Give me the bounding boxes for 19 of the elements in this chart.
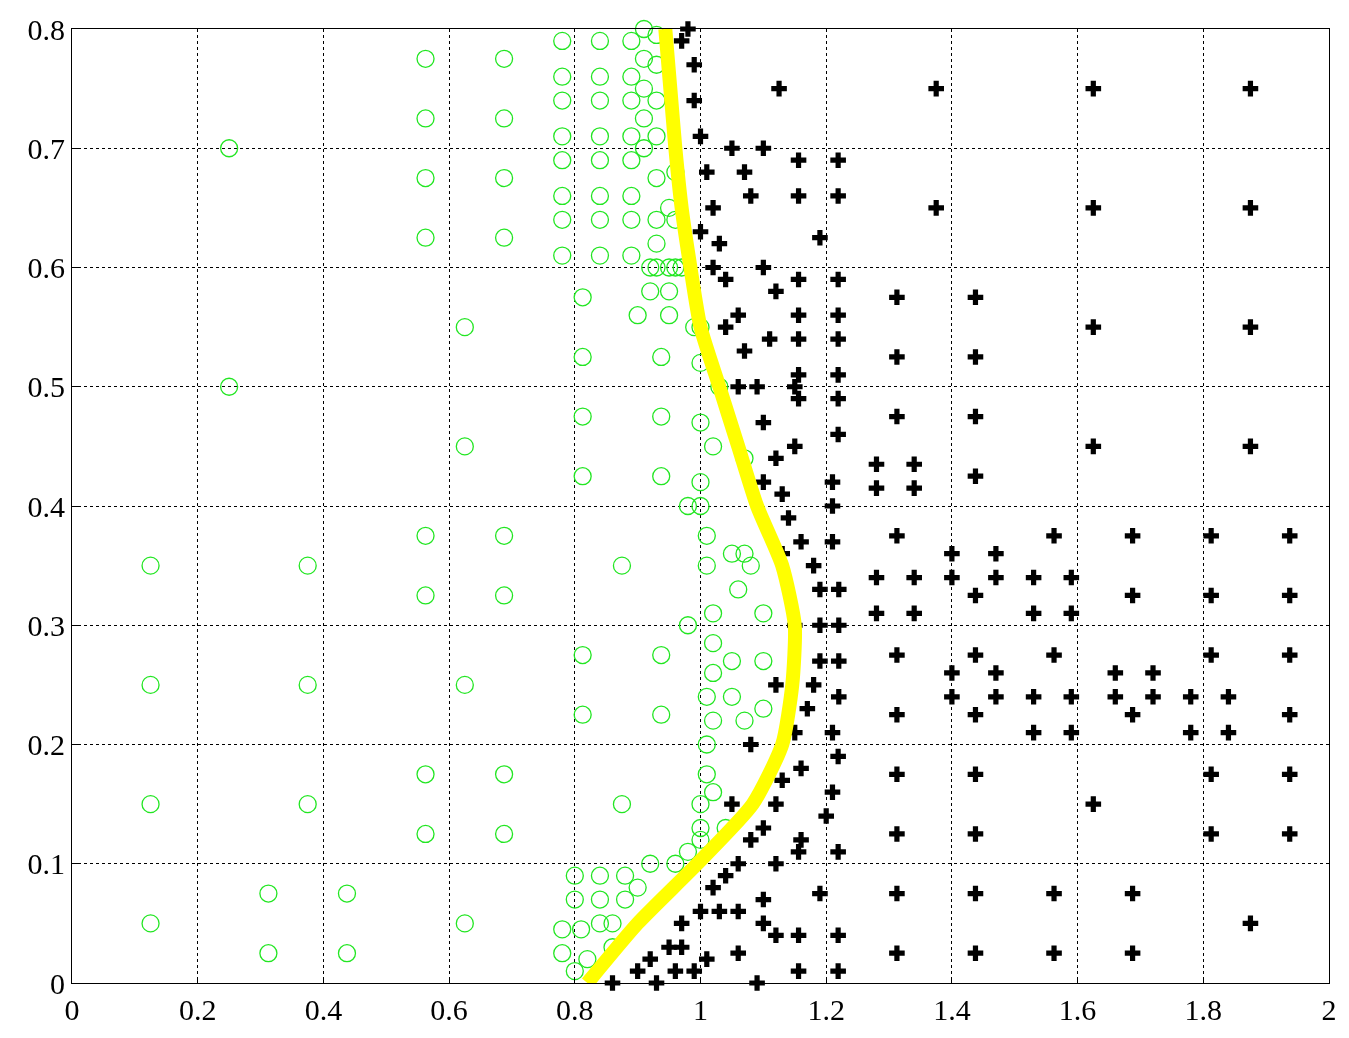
- y-tick-label: 0.5: [27, 370, 65, 404]
- y-tick-label: 0.7: [27, 131, 65, 165]
- x-tick-label: 1.6: [1058, 993, 1097, 1026]
- x-tick-label: 1.2: [807, 993, 845, 1026]
- y-tick-label: 0.6: [27, 251, 65, 284]
- y-tick-label: 0.3: [27, 608, 65, 642]
- x-tick-label: 2: [1321, 993, 1337, 1026]
- y-tick-label: 0: [50, 966, 65, 1000]
- x-tick-label: 0.2: [178, 993, 217, 1026]
- x-tick-label: 0.8: [556, 993, 594, 1026]
- y-tick-label: 0.1: [27, 847, 65, 881]
- x-tick-label: 0.6: [430, 993, 468, 1026]
- y-tick-label: 0.8: [27, 12, 65, 46]
- x-tick-label: 1: [693, 993, 708, 1026]
- x-tick-label: 1.4: [933, 993, 971, 1026]
- y-tick-label: 0.4: [27, 489, 65, 523]
- x-tick-label: 0.4: [304, 993, 343, 1026]
- x-tick-label: 1.8: [1184, 993, 1223, 1026]
- y-tick-label: 0.2: [27, 728, 65, 761]
